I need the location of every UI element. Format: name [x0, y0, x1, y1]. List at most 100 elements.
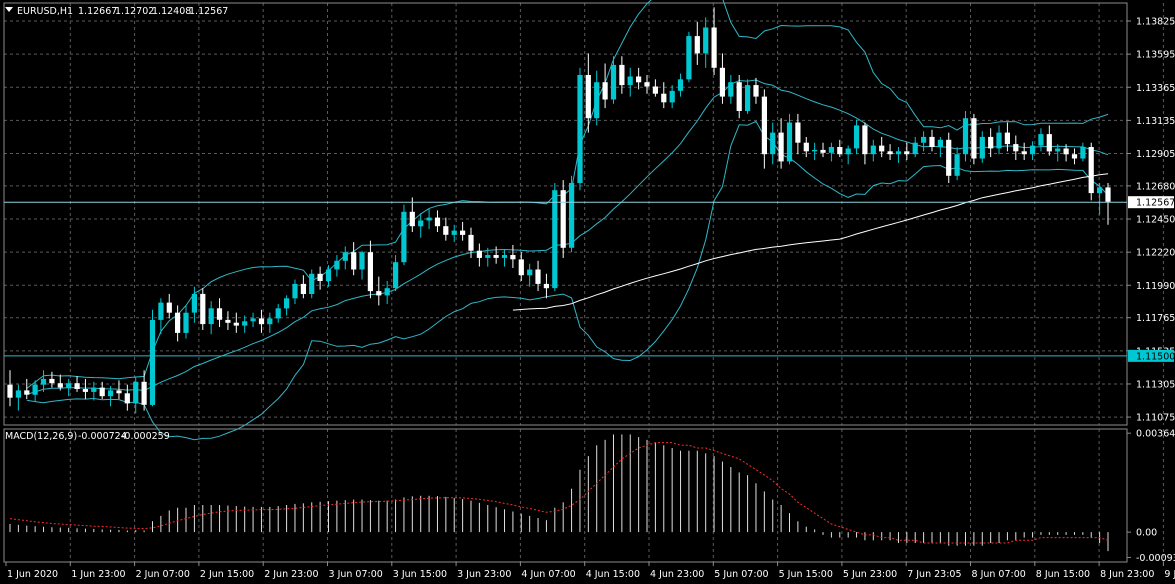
- candle-body[interactable]: [979, 136, 985, 159]
- candle-body[interactable]: [99, 387, 105, 397]
- candle-body[interactable]: [560, 190, 566, 248]
- candle-body[interactable]: [845, 148, 851, 155]
- candle-body[interactable]: [393, 262, 399, 289]
- candle-body[interactable]: [585, 75, 591, 119]
- candle-body[interactable]: [501, 255, 508, 258]
- candle-body[interactable]: [443, 226, 449, 235]
- candle-body[interactable]: [1097, 187, 1103, 194]
- candle-body[interactable]: [124, 393, 130, 404]
- candle-body[interactable]: [887, 151, 893, 155]
- candle-body[interactable]: [862, 125, 868, 155]
- candle-body[interactable]: [74, 383, 80, 389]
- candle-body[interactable]: [946, 139, 952, 176]
- candle-body[interactable]: [1071, 154, 1078, 159]
- candle-body[interactable]: [24, 390, 30, 395]
- candle-body[interactable]: [795, 122, 801, 143]
- candle-body[interactable]: [803, 142, 809, 152]
- candle-body[interactable]: [1080, 147, 1086, 159]
- candle-body[interactable]: [359, 252, 365, 270]
- candle-body[interactable]: [133, 381, 139, 404]
- candle-body[interactable]: [971, 118, 977, 159]
- candle-body[interactable]: [1004, 132, 1010, 145]
- candle-body[interactable]: [854, 125, 860, 149]
- candle-body[interactable]: [677, 79, 684, 91]
- candle-body[interactable]: [812, 149, 818, 152]
- candle-body[interactable]: [988, 136, 994, 149]
- candle-body[interactable]: [736, 82, 742, 111]
- candle-body[interactable]: [1030, 145, 1036, 155]
- candle-body[interactable]: [66, 383, 72, 388]
- candle-body[interactable]: [267, 318, 273, 325]
- candle-body[interactable]: [7, 384, 13, 398]
- candle-body[interactable]: [116, 390, 122, 394]
- candle-body[interactable]: [317, 273, 323, 281]
- candle-body[interactable]: [250, 318, 256, 322]
- candle-body[interactable]: [652, 86, 658, 94]
- candle-body[interactable]: [912, 142, 918, 155]
- candle-body[interactable]: [904, 151, 910, 155]
- candle-body[interactable]: [543, 283, 549, 289]
- candle-body[interactable]: [1055, 148, 1061, 152]
- candle-body[interactable]: [703, 27, 709, 54]
- candle-body[interactable]: [879, 145, 885, 152]
- candle-body[interactable]: [895, 151, 902, 155]
- candle-body[interactable]: [57, 383, 63, 388]
- candle-body[interactable]: [141, 381, 147, 405]
- candle-body[interactable]: [258, 318, 265, 325]
- candle-body[interactable]: [1046, 134, 1052, 152]
- candle-body[interactable]: [1105, 187, 1111, 202]
- candle-body[interactable]: [426, 217, 432, 221]
- candle-body[interactable]: [661, 93, 667, 103]
- symbol-menu-icon[interactable]: [5, 7, 13, 12]
- candle-body[interactable]: [837, 147, 843, 155]
- candle-body[interactable]: [49, 378, 55, 384]
- candle-body[interactable]: [434, 217, 441, 227]
- candle-body[interactable]: [1021, 151, 1027, 155]
- candle-body[interactable]: [711, 27, 717, 68]
- candle-body[interactable]: [376, 291, 382, 296]
- candle-body[interactable]: [242, 321, 248, 326]
- candle-body[interactable]: [351, 252, 357, 270]
- candle-body[interactable]: [745, 85, 751, 111]
- candle-body[interactable]: [594, 82, 600, 119]
- candle-body[interactable]: [719, 67, 725, 97]
- candle-body[interactable]: [636, 76, 642, 83]
- candle-body[interactable]: [577, 75, 583, 183]
- candle-body[interactable]: [870, 145, 876, 155]
- candle-body[interactable]: [1063, 148, 1069, 155]
- candle-body[interactable]: [451, 230, 457, 235]
- candle-body[interactable]: [820, 149, 826, 153]
- candles[interactable]: [7, 7, 1111, 414]
- candle-body[interactable]: [728, 82, 734, 97]
- candle-body[interactable]: [627, 76, 633, 86]
- candle-body[interactable]: [200, 293, 206, 325]
- candle-body[interactable]: [284, 298, 290, 309]
- candle-body[interactable]: [770, 132, 776, 155]
- candle-body[interactable]: [309, 273, 315, 294]
- candle-body[interactable]: [325, 269, 332, 282]
- candle-body[interactable]: [233, 322, 239, 326]
- candle-body[interactable]: [954, 154, 960, 176]
- candle-body[interactable]: [292, 283, 298, 299]
- candle-body[interactable]: [786, 122, 793, 162]
- candle-body[interactable]: [962, 118, 969, 155]
- candle-body[interactable]: [921, 136, 927, 143]
- candle-body[interactable]: [929, 136, 935, 147]
- candle-body[interactable]: [694, 36, 700, 54]
- candle-body[interactable]: [334, 260, 340, 270]
- candle-body[interactable]: [460, 230, 466, 235]
- candle-body[interactable]: [225, 319, 231, 323]
- candle-body[interactable]: [610, 64, 617, 100]
- candle-body[interactable]: [602, 82, 608, 100]
- candle-body[interactable]: [535, 269, 541, 284]
- candle-body[interactable]: [32, 384, 38, 395]
- candle-body[interactable]: [569, 183, 575, 248]
- candle-body[interactable]: [619, 64, 625, 86]
- candle-body[interactable]: [761, 96, 767, 155]
- candle-body[interactable]: [275, 308, 281, 319]
- candle-body[interactable]: [1038, 134, 1044, 146]
- candle-body[interactable]: [158, 302, 164, 320]
- candle-body[interactable]: [418, 220, 424, 227]
- candle-body[interactable]: [401, 211, 407, 263]
